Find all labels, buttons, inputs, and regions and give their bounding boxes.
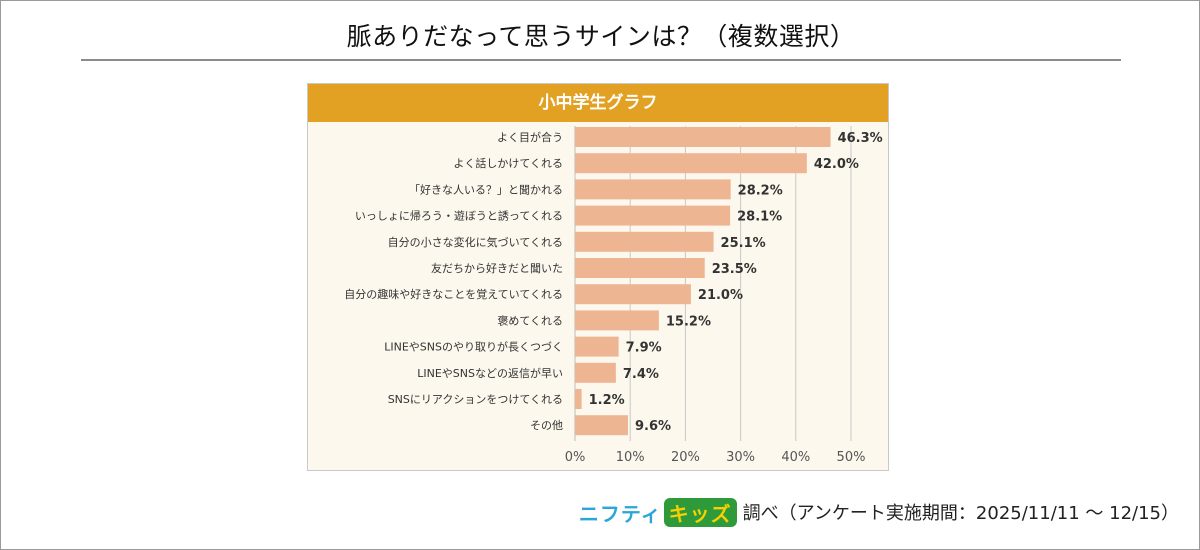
tick-label-10: 10% — [616, 450, 645, 465]
tick-label-30: 30% — [726, 450, 755, 465]
footer: ニフティ キッズ 調べ（アンケート実施期間：2025/11/11 ～ 12/15… — [579, 497, 1179, 527]
bar-chart: よく目が合う 46.3% よく話しかけてくれる 42.0% 「好きな人いる？」と聞かれる… — [344, 126, 883, 465]
category-label-1: よく目が合う — [497, 130, 563, 144]
category-label-10: LINEやSNSなどの返信が早い — [417, 366, 563, 380]
brand-nifty: ニフティ — [578, 501, 662, 526]
brand-logo: ニフティ キッズ — [578, 497, 737, 527]
value-label-12: 9.6% — [635, 419, 671, 434]
category-label-8: 褒めてくれる — [497, 313, 563, 327]
tick-label-40: 40% — [781, 450, 810, 465]
category-label-4: いっしょに帰ろう・遊ぼうと誘ってくれる — [355, 209, 563, 223]
bar-7 — [575, 284, 691, 305]
tick-label-0: 0% — [565, 450, 586, 465]
source-note: 調べ（アンケート実施期間：2025/11/11 ～ 12/15） — [742, 503, 1179, 524]
value-label-1: 46.3% — [838, 131, 883, 146]
bar-1 — [575, 127, 831, 147]
tick-label-50: 50% — [837, 450, 866, 465]
category-label-5: 自分の小さな変化に気づいてくれる — [388, 235, 563, 249]
bar-8 — [575, 310, 659, 331]
value-label-5: 25.1% — [721, 236, 766, 251]
page-title: 脈ありだなって思うサインは？（複数選択） — [346, 22, 856, 51]
category-label-7: 自分の趣味や好きなことを覚えていてくれる — [344, 287, 563, 301]
value-label-10: 7.4% — [623, 367, 659, 382]
value-label-6: 23.5% — [712, 262, 757, 277]
bar-6 — [575, 258, 705, 278]
category-label-9: LINEやSNSのやり取りが長くつづく — [384, 340, 563, 354]
category-label-12: その他 — [530, 419, 563, 432]
bar-9 — [575, 336, 619, 357]
value-label-2: 42.0% — [814, 157, 859, 172]
value-label-8: 15.2% — [666, 314, 711, 329]
bar-4 — [575, 205, 731, 226]
bar-11 — [575, 389, 582, 409]
value-label-9: 7.9% — [626, 341, 662, 356]
value-label-11: 1.2% — [589, 393, 625, 408]
category-label-6: 友だちから好きだと聞いた — [431, 261, 563, 275]
bar-2 — [575, 153, 807, 174]
category-label-3: 「好きな人いる？」と聞かれる — [409, 182, 563, 196]
chart-title: 小中学生グラフ — [308, 84, 888, 122]
category-label-11: SNSにリアクションをつけてくれる — [388, 393, 563, 406]
value-label-7: 21.0% — [698, 288, 743, 303]
bar-3 — [575, 179, 731, 200]
bar-10 — [575, 362, 616, 383]
bar-5 — [575, 231, 714, 252]
value-label-4: 28.1% — [737, 210, 782, 225]
value-label-3: 28.2% — [738, 183, 783, 198]
bar-12 — [575, 415, 628, 436]
title-divider — [81, 59, 1121, 61]
category-label-2: よく話しかけてくれる — [453, 156, 563, 170]
tick-label-20: 20% — [671, 450, 700, 465]
brand-kids: キッズ — [663, 497, 737, 527]
chart-panel: 小中学生グラフ よく目が合う 46.3% よく話しかけてくれる 42.0% 「好きな人い… — [307, 83, 889, 471]
